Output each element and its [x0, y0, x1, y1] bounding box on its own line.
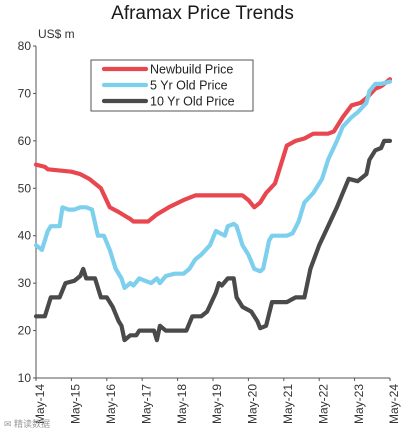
chart-series-lines [33, 77, 393, 343]
legend-label: 10 Yr Old Price [150, 95, 235, 109]
legend-label: 5 Yr Old Price [150, 79, 228, 93]
series-line-3 [33, 138, 393, 343]
x-tick-label: May-18 [175, 384, 189, 424]
x-tick-label: May-15 [69, 384, 83, 424]
chart-title: Aframax Price Trends [111, 3, 294, 24]
x-tick-label: May-21 [281, 384, 295, 424]
y-tick-label: 50 [18, 181, 32, 195]
x-tick-label: May-22 [316, 384, 330, 424]
x-tick-label: May-14 [33, 384, 47, 424]
y-tick-label: 60 [18, 134, 32, 148]
watermark: ✉ 精读数据 [4, 419, 51, 429]
y-tick-label: 70 [18, 86, 32, 100]
x-tick-label: May-20 [246, 384, 260, 424]
x-tick-label: May-17 [139, 384, 153, 424]
y-tick-label: 40 [18, 229, 32, 243]
y-tick-label: 10 [18, 371, 32, 385]
y-tick-label: 30 [18, 276, 32, 290]
series-line-1 [33, 77, 393, 224]
x-tick-label: May-19 [210, 384, 224, 424]
series-line-2 [33, 79, 393, 290]
y-tick-label: 80 [18, 39, 32, 53]
x-tick-label: May-16 [104, 384, 118, 424]
y-axis-label: US$ m [38, 27, 75, 41]
y-tick-label: 20 [18, 324, 32, 338]
chart-legend: Newbuild Price 5 Yr Old Price 10 Yr Old Pr… [90, 59, 254, 112]
x-tick-label: May-24 [387, 384, 401, 424]
legend-label: Newbuild Price [150, 63, 233, 77]
chart-axes: US$ m 10 20 30 40 50 60 70 80 May-14 May-15 May-16 M… [18, 27, 402, 424]
x-tick-label: May-23 [352, 384, 366, 424]
